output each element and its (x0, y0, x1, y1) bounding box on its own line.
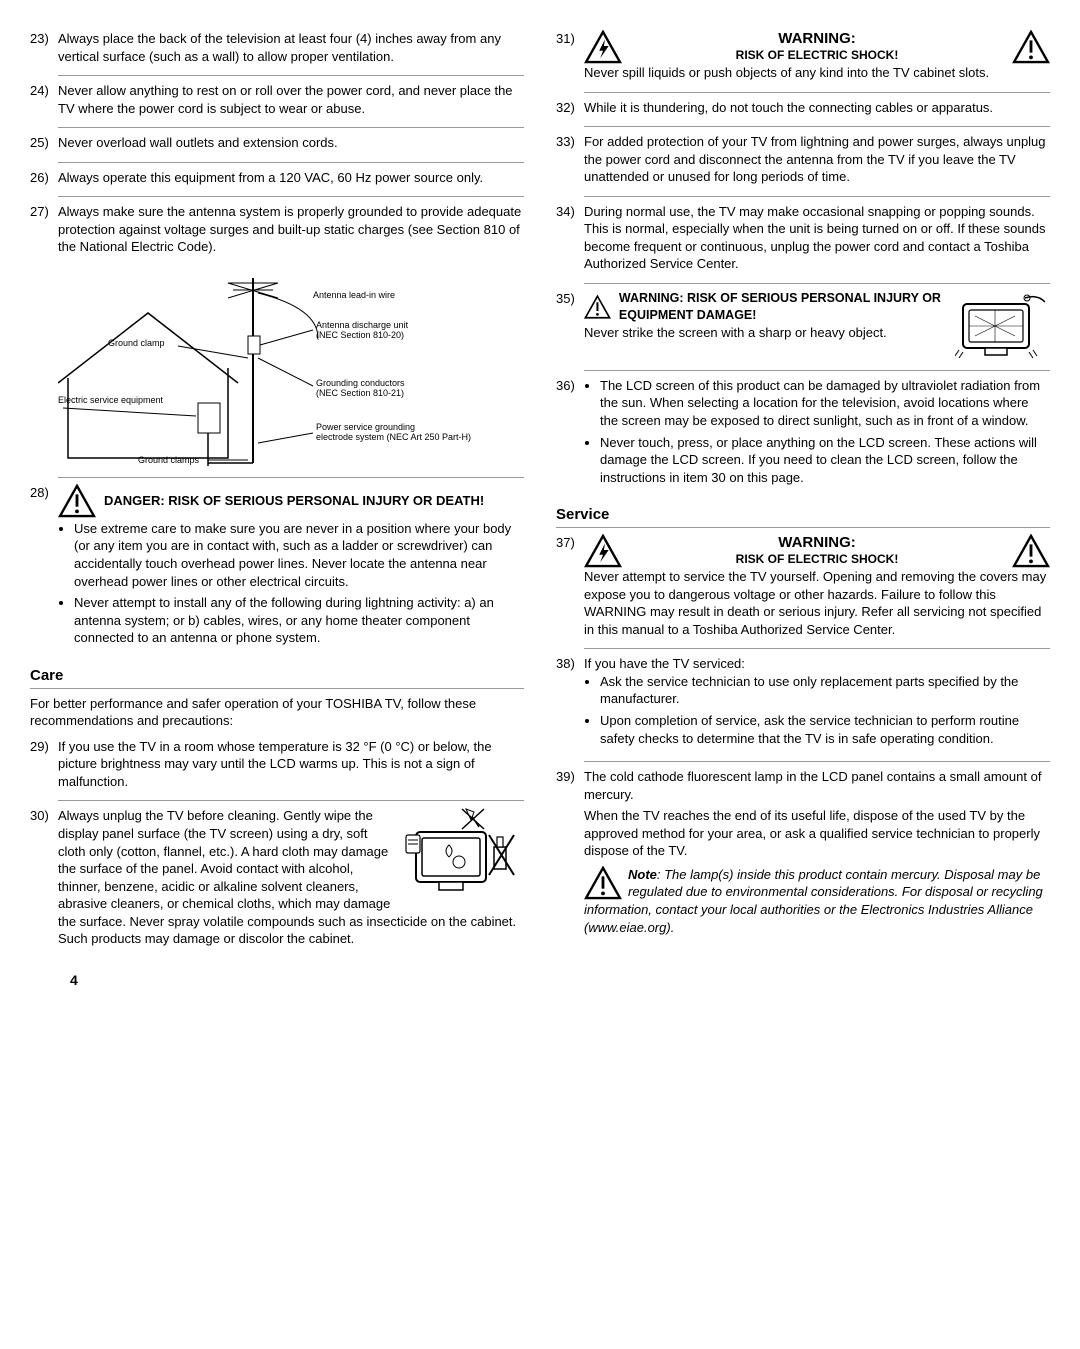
item-number: 28) (30, 484, 58, 502)
item-text: During normal use, the TV may make occas… (584, 203, 1050, 273)
warning-title: WARNING: (630, 535, 1004, 552)
warning-icon (1012, 30, 1050, 64)
divider (58, 800, 524, 801)
item-number: 35) (556, 290, 584, 308)
shock-icon (584, 30, 622, 64)
bullet-text: Never touch, press, or place anything on… (600, 434, 1050, 487)
diagram-label: Electric service equipment (58, 395, 164, 405)
item-number: 36) (556, 377, 584, 395)
warning-subtitle: RISK OF ELECTRIC SHOCK! (630, 551, 1004, 567)
item-number: 25) (30, 134, 58, 152)
item-text: Never strike the screen with a sharp or … (584, 325, 887, 340)
bullet-text: Never attempt to install any of the foll… (74, 594, 524, 647)
divider (584, 761, 1050, 762)
item-number: 23) (30, 30, 58, 48)
grounding-diagram: Antenna lead-in wire Antenna discharge u… (58, 268, 524, 473)
divider (58, 75, 524, 76)
divider (58, 477, 524, 478)
warning-subtitle: RISK OF ELECTRIC SHOCK! (630, 47, 1004, 63)
divider (30, 688, 524, 689)
item-number: 39) (556, 768, 584, 786)
item-number: 34) (556, 203, 584, 221)
diagram-label: Ground clamp (108, 338, 165, 348)
item-text: When the TV reaches the end of its usefu… (584, 807, 1050, 860)
item-text: Never allow anything to rest on or roll … (58, 82, 524, 117)
diagram-label: Antenna discharge unit (316, 320, 409, 330)
item-number: 31) (556, 30, 584, 48)
warning-title: WARNING: (630, 31, 1004, 48)
diagram-label: (NEC Section 810-21) (316, 388, 404, 398)
divider (584, 126, 1050, 127)
divider (58, 162, 524, 163)
tv-cleaning-illustration (404, 807, 524, 897)
item-number: 33) (556, 133, 584, 151)
bullet-text: Upon completion of service, ask the serv… (600, 712, 1050, 747)
diagram-label: Antenna lead-in wire (313, 290, 395, 300)
divider (584, 370, 1050, 371)
warning-icon (584, 866, 622, 900)
item-text: The cold cathode fluorescent lamp in the… (584, 768, 1050, 803)
divider (584, 92, 1050, 93)
warning-title: WARNING: RISK OF SERIOUS PERSONAL INJURY… (619, 290, 947, 324)
item-text: Never spill liquids or push objects of a… (584, 65, 989, 80)
divider (58, 127, 524, 128)
diagram-label: (NEC Section 810-20) (316, 330, 404, 340)
item-text: Always make sure the antenna system is p… (58, 203, 524, 256)
divider (584, 196, 1050, 197)
bullet-text: The LCD screen of this product can be da… (600, 377, 1050, 430)
diagram-label: Grounding conductors (316, 378, 405, 388)
shock-icon (584, 534, 622, 568)
warning-icon (58, 484, 96, 518)
item-number: 37) (556, 534, 584, 552)
divider (584, 283, 1050, 284)
item-text: Always place the back of the television … (58, 30, 524, 65)
item-text: Always operate this equipment from a 120… (58, 169, 524, 187)
item-text: For added protection of your TV from lig… (584, 133, 1050, 186)
item-number: 29) (30, 738, 58, 756)
tv-strike-illustration (955, 290, 1050, 360)
diagram-label: Ground clamps (138, 455, 200, 465)
diagram-label: electrode system (NEC Art 250 Part-H) (316, 432, 471, 442)
item-text: Never attempt to service the TV yourself… (584, 569, 1046, 637)
section-title: Care (30, 667, 524, 684)
item-number: 30) (30, 807, 58, 825)
item-number: 38) (556, 655, 584, 673)
page-number: 4 (70, 972, 1050, 988)
item-text: If you have the TV serviced: (584, 656, 745, 671)
item-number: 27) (30, 203, 58, 221)
divider (584, 648, 1050, 649)
item-number: 32) (556, 99, 584, 117)
item-text: While it is thundering, do not touch the… (584, 99, 1050, 117)
divider (58, 196, 524, 197)
bullet-text: Ask the service technician to use only r… (600, 673, 1050, 708)
item-number: 26) (30, 169, 58, 187)
section-intro: For better performance and safer operati… (30, 695, 524, 730)
warning-icon (584, 290, 611, 324)
warning-title: DANGER: RISK OF SERIOUS PERSONAL INJURY … (104, 492, 484, 510)
warning-icon (1012, 534, 1050, 568)
section-title: Service (556, 506, 1050, 523)
bullet-text: Use extreme care to make sure you are ne… (74, 520, 524, 590)
item-text: If you use the TV in a room whose temper… (58, 738, 524, 791)
note-label: Note (628, 867, 657, 882)
item-number: 24) (30, 82, 58, 100)
diagram-label: Power service grounding (316, 422, 415, 432)
item-text: Never overload wall outlets and extensio… (58, 134, 524, 152)
divider (556, 527, 1050, 528)
